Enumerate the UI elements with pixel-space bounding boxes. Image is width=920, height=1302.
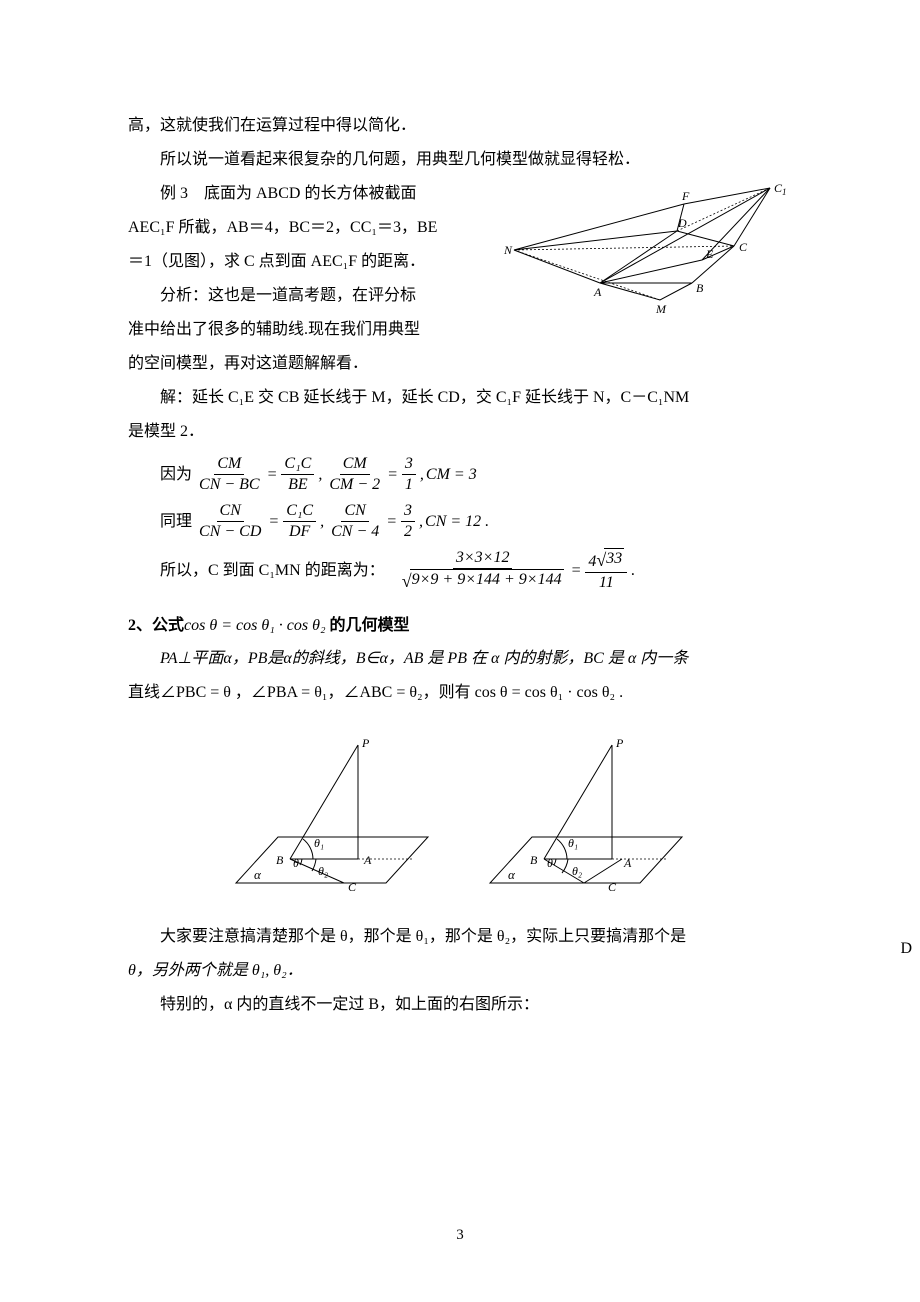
eq2-rn: 3 <box>401 501 415 522</box>
f2r-A: A <box>623 856 632 870</box>
para-p5b: 是模型 2． <box>128 416 792 448</box>
sec2-post: 的几何模型 <box>330 617 410 634</box>
f2r-t: θ <box>547 856 553 870</box>
equation-1: 因为 CMCN − BC = C₁CBE , CMCM − 2 = 31 , C… <box>160 454 792 593</box>
eq1-d1: CN − BC <box>196 475 263 495</box>
eq1-prefix: 因为 <box>160 467 192 483</box>
eq1-rd: 1 <box>402 475 416 495</box>
example3-block: N A M B E C D F C 1 例 3 底面为 ABCD 的长方体被截面… <box>128 178 792 382</box>
eq3-rad: 9×9 + 9×144 + 9×144 <box>410 569 564 590</box>
fig1-label-A: A <box>593 285 602 299</box>
figure-1-container: N A M B E C D F C 1 <box>502 178 792 333</box>
sec2-num: 2、 <box>128 617 152 634</box>
figure-2-left: P A B C α θ₁ θ₂ θ <box>218 733 448 903</box>
eq3-resd: 11 <box>596 573 617 593</box>
f2r-C: C <box>608 880 617 894</box>
eq1-rn: 3 <box>402 454 416 475</box>
f2l-A: A <box>363 853 372 867</box>
eq3-respre: 4 <box>588 553 596 570</box>
f2r-t2: θ₂ <box>572 864 582 878</box>
para-p10: 特别的，α 内的直线不一定过 B，如上面的右图所示： <box>128 989 792 1021</box>
f2l-P: P <box>361 736 370 750</box>
figure-2-right: P A B C α θ₁ θ₂ θ <box>472 733 702 903</box>
f2l-B: B <box>276 853 284 867</box>
eq3-prefix: 所以，C 到面 C₁MN 的距离为： <box>160 563 385 579</box>
eq3-top: 3×3×12 <box>453 548 513 569</box>
section-2-heading: 2、公式cos θ = cos θ₁ · cos θ₂ 的几何模型 <box>128 611 792 635</box>
figure-2-row: P A B C α θ₁ θ₂ θ P <box>128 733 792 903</box>
page: 高，这就使我们在运算过程中得以简化． 所以说一道看起来很复杂的几何题，用典型几何… <box>0 0 920 1302</box>
sec2-pre: 公式 <box>152 617 184 634</box>
fig1-label-F: F <box>681 189 690 203</box>
f2l-C: C <box>348 880 357 894</box>
eq2-tail: CN = 12 . <box>425 514 489 530</box>
eq2-d3: CN − 4 <box>328 522 382 542</box>
fig1-label-C1sub: 1 <box>782 187 787 197</box>
sec2-body-a: PA⊥平面α，PB是α的斜线，B∈α，AB 是 PB 在 α 内的射影，BC 是… <box>128 643 792 675</box>
eq3-resrad: 33 <box>604 548 624 569</box>
eq1-tail: CM = 3 <box>426 467 477 483</box>
fig1-label-E: E <box>705 247 714 261</box>
f2r-alpha: α <box>508 867 516 882</box>
fig1-label-D: D <box>677 216 687 230</box>
sec2-formula: cos θ = cos θ₁ · cos θ₂ <box>184 617 325 634</box>
f2l-t1: θ₁ <box>314 836 324 850</box>
eq1-d3: CM − 2 <box>326 475 383 495</box>
f2l-t: θ <box>293 856 299 870</box>
para-p5: 解：延长 C₁E 交 CB 延长线于 M，延长 CD，交 C₁F 延长线于 N，… <box>128 382 792 414</box>
para-p1: 高，这就使我们在运算过程中得以简化． <box>128 110 792 142</box>
para-p9b: θ，另外两个就是 θ₁, θ₂． <box>128 955 792 987</box>
para-p9: 大家要注意搞清楚那个是 θ，那个是 θ₁，那个是 θ₂，实际上只要搞清那个是 <box>128 921 792 953</box>
figure-1: N A M B E C D F C 1 <box>502 178 792 328</box>
eq2-n1: CN <box>217 501 244 522</box>
fig1-label-N: N <box>503 243 513 257</box>
eq2-prefix: 同理 <box>160 514 192 530</box>
stray-letter-D: D <box>900 940 912 958</box>
eq1-n2: C₁C <box>281 454 314 475</box>
fig1-label-C: C <box>739 240 748 254</box>
eq1-d2: BE <box>285 475 311 495</box>
para-p4c: 的空间模型，再对这道题解解看． <box>128 348 792 380</box>
f2r-P: P <box>615 736 624 750</box>
f2r-t1: θ₁ <box>568 836 578 850</box>
f2l-alpha: α <box>254 867 262 882</box>
sec2-body-b: 直线∠PBC = θ ，∠PBA = θ₁，∠ABC = θ₂，则有 cos θ… <box>128 677 792 709</box>
eq2-d1: CN − CD <box>196 522 264 542</box>
eq2-rd: 2 <box>401 522 415 542</box>
fig1-label-B: B <box>696 281 704 295</box>
eq1-n1: CM <box>214 454 244 475</box>
page-number: 3 <box>0 1227 920 1244</box>
eq2-d2: DF <box>286 522 313 542</box>
para-p2: 所以说一道看起来很复杂的几何题，用典型几何模型做就显得轻松． <box>128 144 792 176</box>
fig1-label-M: M <box>655 302 667 316</box>
f2l-t2: θ₂ <box>318 864 328 878</box>
f2r-B: B <box>530 853 538 867</box>
eq2-n3: CN <box>341 501 368 522</box>
eq2-n2: C₁C <box>283 501 316 522</box>
eq1-n3: CM <box>340 454 370 475</box>
